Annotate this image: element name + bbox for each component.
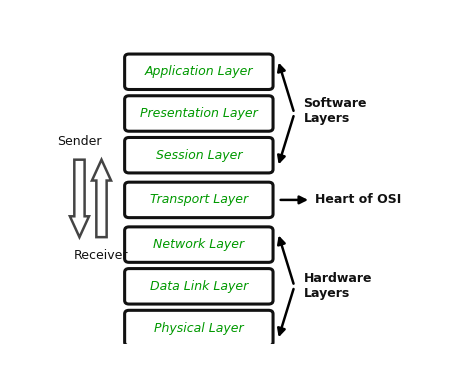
Text: Presentation Layer: Presentation Layer: [140, 107, 258, 120]
FancyBboxPatch shape: [125, 182, 273, 217]
Text: Receiver: Receiver: [74, 249, 129, 262]
Text: Data Link Layer: Data Link Layer: [150, 280, 248, 293]
Text: Sender: Sender: [57, 135, 102, 148]
FancyBboxPatch shape: [125, 54, 273, 89]
Text: Application Layer: Application Layer: [145, 65, 253, 78]
Text: Physical Layer: Physical Layer: [154, 322, 244, 334]
Text: Heart of OSI: Heart of OSI: [315, 194, 401, 206]
FancyBboxPatch shape: [125, 269, 273, 304]
FancyBboxPatch shape: [125, 310, 273, 346]
FancyBboxPatch shape: [125, 227, 273, 262]
FancyBboxPatch shape: [125, 96, 273, 131]
Polygon shape: [70, 160, 89, 237]
Text: Session Layer: Session Layer: [155, 149, 242, 162]
Text: Software
Layers: Software Layers: [303, 96, 367, 125]
Text: Transport Layer: Transport Layer: [150, 194, 248, 206]
Polygon shape: [92, 160, 111, 237]
FancyBboxPatch shape: [125, 137, 273, 173]
Text: Network Layer: Network Layer: [153, 238, 245, 251]
Text: Hardware
Layers: Hardware Layers: [303, 272, 372, 300]
